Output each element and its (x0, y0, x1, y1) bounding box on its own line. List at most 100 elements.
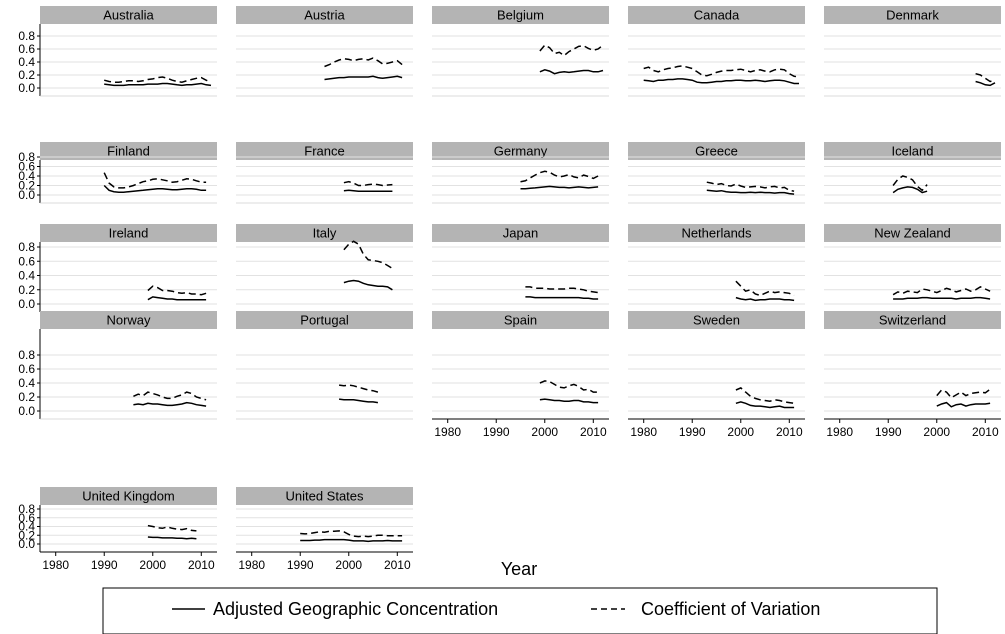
y-tick-label: 0.0 (18, 537, 35, 551)
series-adjusted-geographic-concentration (338, 398, 379, 404)
x-tick-label: 2010 (188, 558, 215, 572)
facet-label: France (304, 144, 344, 159)
series-coefficient-of-variation (892, 286, 991, 296)
x-tick-label: 2000 (727, 425, 754, 439)
y-tick-label: 0.6 (18, 42, 35, 56)
facet-strip (236, 6, 413, 24)
facet-label: Ireland (109, 226, 149, 241)
facet-strip (236, 487, 413, 505)
series-adjusted-geographic-concentration (133, 401, 207, 407)
panel-norway: Norway 0.00.20.40.60.8 (18, 311, 217, 420)
facet-label: Denmark (886, 8, 939, 23)
panel-greece: Greece (628, 142, 805, 204)
facet-label: Japan (503, 226, 538, 241)
series-adjusted-geographic-concentration (324, 75, 403, 81)
facet-strip (40, 487, 217, 505)
series-coefficient-of-variation (525, 286, 599, 294)
panel-germany: Germany (432, 142, 609, 204)
x-tick-label: 1980 (630, 425, 657, 439)
y-tick-label: 0.8 (18, 502, 35, 516)
series-adjusted-geographic-concentration (103, 184, 207, 193)
x-tick-label: 2010 (972, 425, 999, 439)
y-tick-label: 0.4 (18, 520, 35, 534)
series-adjusted-geographic-concentration (539, 69, 604, 75)
series-adjusted-geographic-concentration (975, 80, 996, 87)
series-coefficient-of-variation (147, 524, 197, 532)
facet-strip (824, 311, 1001, 329)
series-coefficient-of-variation (103, 172, 207, 189)
facet-label: Iceland (892, 144, 934, 159)
facet-strip (628, 224, 805, 242)
panel-netherlands: Netherlands (628, 224, 805, 313)
facet-strip (432, 6, 609, 24)
legend-box (102, 587, 938, 634)
series-coefficient-of-variation (735, 387, 795, 405)
y-tick-label: 0.4 (18, 55, 35, 69)
x-tick-label: 2010 (580, 425, 607, 439)
facet-label: New Zealand (874, 226, 951, 241)
y-tick-label: 0.2 (18, 68, 35, 82)
panel-portugal: Portugal (236, 311, 413, 420)
facet-label: Portugal (300, 313, 349, 328)
y-tick-label: 0.4 (18, 376, 35, 390)
series-adjusted-geographic-concentration (936, 401, 991, 408)
facet-strip (40, 224, 217, 242)
facet-label: Australia (103, 8, 154, 23)
x-tick-label: 1990 (91, 558, 118, 572)
facet-label: United Kingdom (82, 489, 175, 504)
series-adjusted-geographic-concentration (706, 189, 795, 195)
y-tick-label: 0.8 (18, 29, 35, 43)
facet-label: Greece (695, 144, 738, 159)
panel-austria: Austria (236, 6, 413, 97)
facet-label: Canada (694, 8, 740, 23)
series-adjusted-geographic-concentration (539, 398, 599, 404)
x-tick-label: 1980 (42, 558, 69, 572)
facet-label: Italy (313, 226, 337, 241)
y-tick-label: 0.8 (18, 348, 35, 362)
series-coefficient-of-variation (975, 72, 996, 83)
facet-strip (236, 311, 413, 329)
panel-sweden: Sweden 1980 1990 2000 2010 (628, 311, 805, 439)
series-coefficient-of-variation (892, 175, 928, 192)
y-tick-label: 0.0 (18, 188, 35, 202)
series-adjusted-geographic-concentration (104, 82, 212, 87)
facet-strip (40, 142, 217, 160)
x-tick-label: 1990 (287, 558, 314, 572)
series-coefficient-of-variation (343, 180, 393, 187)
series-adjusted-geographic-concentration (343, 189, 393, 192)
facet-label: Belgium (497, 8, 544, 23)
y-tick-label: 0.2 (18, 390, 35, 404)
x-tick-label: 1990 (483, 425, 510, 439)
panel-united-kingdom: United Kingdom 0.00.20.40.60.8 1980 1990 200… (18, 487, 217, 572)
series-adjusted-geographic-concentration (735, 401, 795, 409)
x-tick-label: 2000 (923, 425, 950, 439)
series-coefficient-of-variation (300, 530, 403, 538)
y-tick-label: 0.8 (18, 240, 35, 254)
series-coefficient-of-variation (338, 384, 379, 393)
y-tick-label: 0.6 (18, 160, 35, 174)
y-tick-label: 0.6 (18, 511, 35, 525)
facet-label: Finland (107, 144, 150, 159)
facet-label: Norway (106, 313, 151, 328)
y-tick-label: 0.4 (18, 169, 35, 183)
series-coefficient-of-variation (735, 280, 795, 297)
y-tick-label: 0.4 (18, 269, 35, 283)
x-tick-label: 1980 (826, 425, 853, 439)
panel-canada: Canada (628, 6, 805, 97)
facet-strip (236, 142, 413, 160)
y-tick-label: 0.0 (18, 81, 35, 95)
series-adjusted-geographic-concentration (643, 78, 799, 85)
series-coefficient-of-variation (520, 170, 599, 183)
y-tick-label: 0.0 (18, 404, 35, 418)
facet-label: Germany (494, 144, 548, 159)
facet-label: Spain (504, 313, 537, 328)
panel-new-zealand: New Zealand (824, 224, 1001, 313)
panel-spain: Spain 1980 1990 2000 2010 (432, 311, 609, 439)
panel-france: France (236, 142, 413, 204)
facet-strip (824, 142, 1001, 160)
series-coefficient-of-variation (343, 240, 393, 270)
series-adjusted-geographic-concentration (300, 538, 403, 543)
series-adjusted-geographic-concentration (525, 296, 599, 300)
x-tick-label: 2010 (384, 558, 411, 572)
